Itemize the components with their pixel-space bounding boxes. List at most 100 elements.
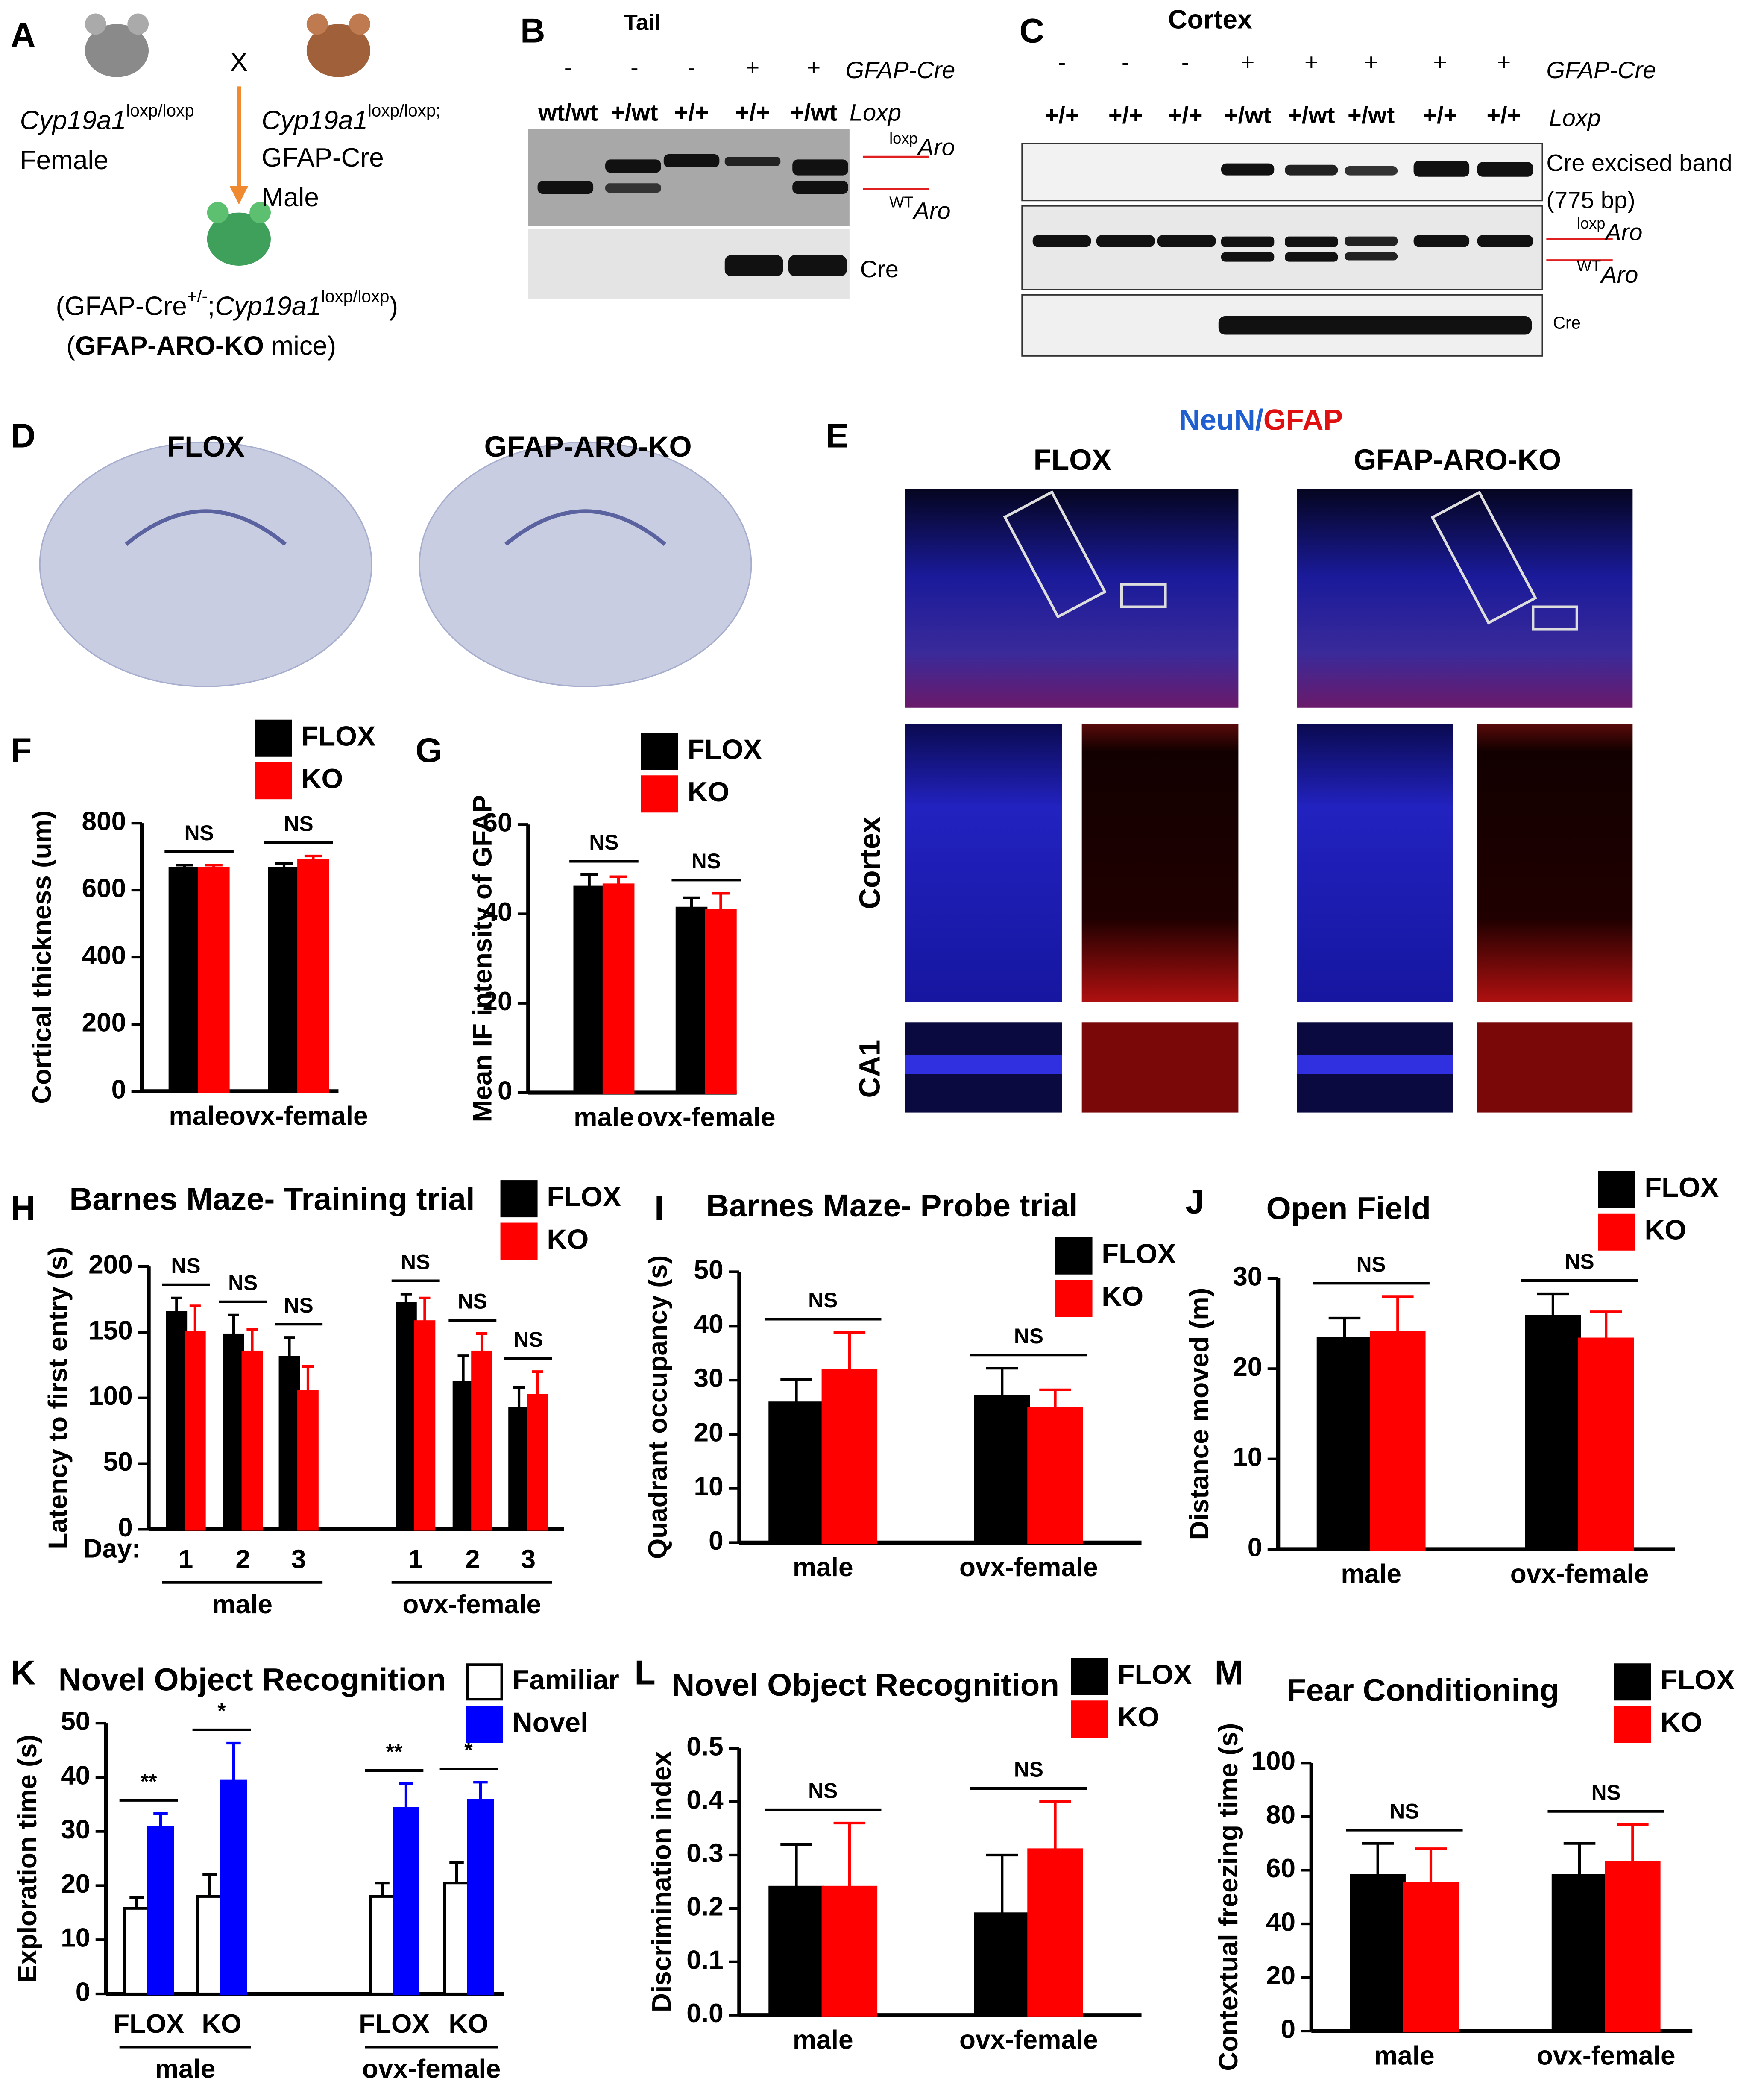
cre-genotype: + bbox=[746, 54, 760, 81]
legend-label: FLOX bbox=[1644, 1172, 1719, 1203]
loxp-genotype: +/+ bbox=[1108, 102, 1143, 129]
loxp-genotype: +/+ bbox=[1423, 102, 1457, 129]
error-bar bbox=[1617, 1823, 1649, 1862]
label: GFAP-Cre bbox=[846, 56, 955, 83]
group-title: FLOX bbox=[1034, 444, 1111, 476]
legend-label: KO bbox=[301, 763, 343, 794]
error-bar bbox=[1382, 1295, 1414, 1333]
significance-label: ** bbox=[141, 1769, 157, 1793]
cre-genotype: - bbox=[1058, 48, 1066, 75]
loxp-genotype: +/wt bbox=[790, 99, 837, 126]
legend-swatch bbox=[1614, 1706, 1651, 1743]
text-part: loxp bbox=[1577, 214, 1606, 232]
legend-label: FLOX bbox=[688, 734, 762, 765]
error-bar bbox=[189, 1304, 201, 1332]
x-tick-label: ovx-female bbox=[229, 1101, 368, 1131]
error-bar bbox=[226, 1741, 241, 1781]
y-tick-label: 60 bbox=[483, 808, 512, 838]
significance-label: NS bbox=[513, 1328, 543, 1351]
error-bar bbox=[457, 1354, 469, 1382]
significance-label: * bbox=[217, 1699, 226, 1723]
y-tick-label: 0 bbox=[111, 1075, 126, 1104]
loxp-genotype: +/+ bbox=[674, 99, 709, 126]
error-bar bbox=[476, 1332, 488, 1352]
label: GFAP-Cre bbox=[1546, 56, 1656, 83]
y-axis-label: Exploration time (s) bbox=[13, 1735, 42, 1982]
cre-genotype: + bbox=[1433, 48, 1447, 75]
chart-title: Barnes Maze- Probe trial bbox=[706, 1187, 1078, 1223]
legend-swatch bbox=[1071, 1658, 1108, 1695]
legend-swatch bbox=[466, 1706, 503, 1743]
error-bar bbox=[986, 1853, 1018, 1914]
bar bbox=[467, 1799, 494, 1996]
chart-title: Open Field bbox=[1266, 1190, 1431, 1226]
significance-label: NS bbox=[692, 849, 721, 873]
bar bbox=[1551, 1874, 1608, 2033]
x-tick-label: 1 bbox=[408, 1545, 423, 1574]
gel-b bbox=[528, 129, 929, 299]
y-tick-label: 50 bbox=[694, 1255, 724, 1285]
text-part: Cyp19a1 bbox=[215, 292, 321, 321]
error-bar bbox=[833, 1331, 866, 1371]
bar bbox=[241, 1350, 263, 1531]
x-tick-label: ovx-female bbox=[1537, 2041, 1676, 2071]
x-tick-label: male bbox=[793, 2025, 853, 2055]
fluorescence-images bbox=[905, 489, 1633, 1113]
bar bbox=[527, 1394, 548, 1531]
loxp-genotype: +/+ bbox=[1168, 102, 1203, 129]
bar bbox=[297, 1390, 319, 1531]
text-part: Aro bbox=[1604, 218, 1643, 245]
panel-label: K bbox=[11, 1654, 35, 1692]
chart-title: Barnes Maze- Training trial bbox=[70, 1181, 475, 1217]
text-part: WT bbox=[1577, 257, 1601, 274]
text-part: Cyp19a1 bbox=[261, 106, 368, 135]
y-tick-label: 40 bbox=[1266, 1907, 1295, 1937]
text-part: Aro bbox=[912, 197, 951, 224]
x-tick-label: KO bbox=[448, 2009, 488, 2039]
x-tick-label: male bbox=[574, 1103, 634, 1132]
text-part: ) bbox=[389, 292, 398, 321]
significance-label: NS bbox=[171, 1254, 201, 1278]
x-tick-label: male bbox=[793, 1553, 853, 1582]
significance-label: NS bbox=[808, 1779, 838, 1803]
error-bar bbox=[304, 854, 322, 861]
loxp-genotype: +/+ bbox=[1045, 102, 1079, 129]
y-tick-label: 80 bbox=[1266, 1800, 1295, 1829]
text-part: (GFAP-Cre bbox=[56, 292, 187, 321]
bar bbox=[268, 867, 300, 1093]
y-axis-label: Distance moved (m) bbox=[1185, 1288, 1214, 1540]
x-tick-label: ovx-female bbox=[1510, 1559, 1649, 1589]
x-tick-label: male bbox=[169, 1101, 229, 1131]
significance-label: NS bbox=[1357, 1252, 1386, 1276]
error-bar bbox=[1328, 1316, 1361, 1338]
text-part: Aro bbox=[1600, 261, 1638, 288]
error-bar bbox=[1563, 1842, 1596, 1876]
text-part: ( bbox=[66, 331, 75, 361]
bar bbox=[1525, 1315, 1581, 1551]
significance-label: NS bbox=[1565, 1250, 1594, 1274]
text-part: Aro bbox=[917, 133, 955, 160]
cre-genotype: + bbox=[1304, 48, 1319, 75]
bar bbox=[184, 1331, 206, 1531]
x-tick-label: ovx-female bbox=[959, 1553, 1098, 1582]
x-tick-label: ovx-female bbox=[637, 1103, 776, 1132]
y-tick-label: 0.1 bbox=[686, 1945, 723, 1975]
error-bar bbox=[449, 1861, 464, 1883]
y-tick-label: 10 bbox=[694, 1472, 724, 1501]
bar bbox=[768, 1885, 824, 2017]
error-bar bbox=[833, 1821, 866, 1887]
error-bar bbox=[1537, 1292, 1569, 1316]
y-tick-label: 60 bbox=[1266, 1854, 1295, 1883]
bar bbox=[123, 1907, 150, 1996]
x-tick-label: 3 bbox=[291, 1545, 306, 1574]
significance-label: NS bbox=[185, 821, 214, 845]
y-tick-label: 0.4 bbox=[686, 1785, 724, 1814]
label: Loxp bbox=[1549, 104, 1601, 131]
y-tick-label: 20 bbox=[1266, 1961, 1295, 1990]
text-part: ; bbox=[208, 292, 215, 321]
legend-swatch bbox=[255, 719, 292, 757]
error-bar bbox=[129, 1896, 144, 1908]
x-tick-label: FLOX bbox=[113, 2009, 184, 2039]
